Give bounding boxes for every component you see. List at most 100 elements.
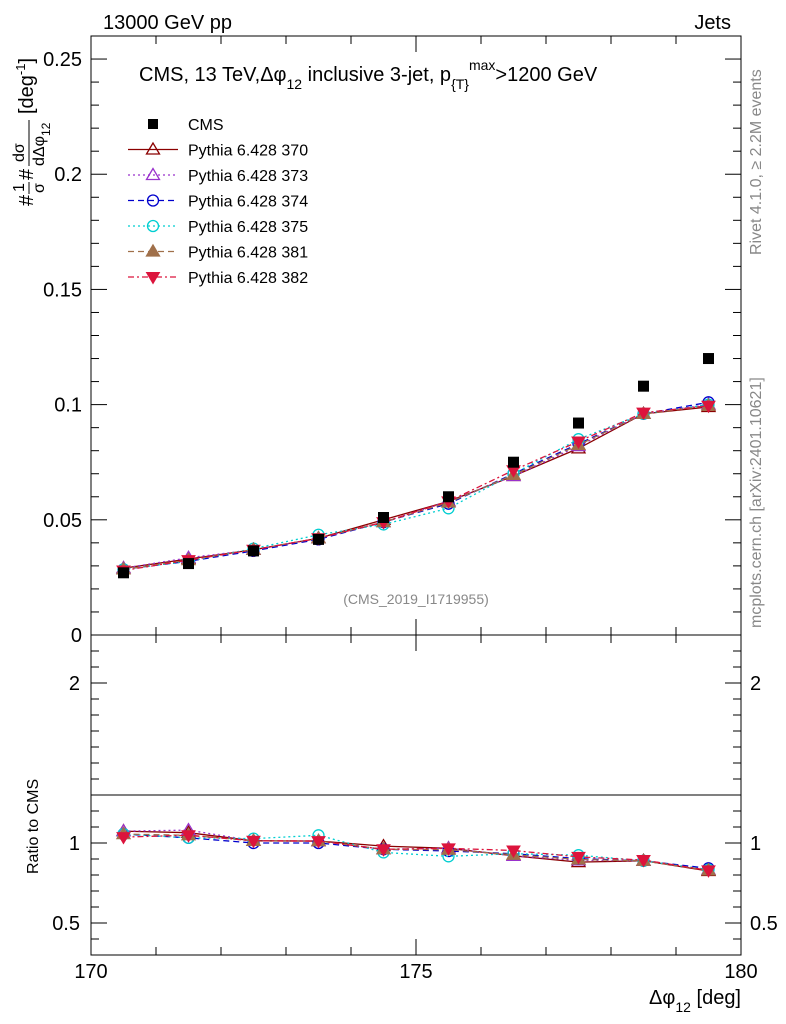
x-tick-label: 170 bbox=[74, 961, 107, 983]
ratio-point bbox=[376, 844, 391, 857]
title-part-c: inclusive 3-jet, p bbox=[302, 64, 451, 86]
series-pythia-6-428-381 bbox=[115, 397, 717, 575]
ratio-line bbox=[123, 834, 709, 871]
ratio-point bbox=[116, 832, 131, 845]
ylabel-dsigma: dσ bbox=[11, 143, 28, 162]
ratio-line bbox=[123, 830, 709, 872]
ratio-point bbox=[181, 830, 196, 843]
title-part-b-sub: 12 bbox=[287, 76, 303, 92]
xlabel-unit: [deg] bbox=[691, 987, 741, 1009]
y-tick-label-top: 0.05 bbox=[43, 510, 82, 532]
legend-entry-pythia-6-428-370: Pythia 6.428 370 bbox=[128, 141, 308, 160]
ylabel-one: 1 bbox=[11, 183, 28, 192]
ylabel-unit-close: ] bbox=[16, 58, 38, 64]
ratio-plot-series bbox=[115, 822, 717, 878]
series-pythia-6-428-375 bbox=[117, 398, 715, 576]
legend-marker bbox=[145, 272, 161, 285]
series-line bbox=[123, 401, 709, 570]
data-point bbox=[638, 380, 649, 392]
data-point bbox=[183, 558, 194, 570]
series-pythia-6-428-373 bbox=[115, 396, 717, 574]
ratio-pythia-6-428-382 bbox=[116, 830, 716, 878]
ylabel-dphi: dΔφ12 bbox=[31, 122, 53, 166]
series-cms bbox=[118, 353, 714, 579]
ratio-point bbox=[441, 843, 456, 856]
ratio-point bbox=[246, 835, 261, 849]
data-point bbox=[508, 456, 519, 468]
ratio-point bbox=[311, 836, 326, 849]
legend-label: Pythia 6.428 381 bbox=[188, 245, 308, 262]
ylabel-unit-sup: -1 bbox=[13, 64, 28, 76]
ratio-point bbox=[506, 845, 521, 858]
svg-text:#: # bbox=[16, 194, 38, 206]
x-tick-label: 180 bbox=[724, 961, 757, 983]
legend-entry-pythia-6-428-382: Pythia 6.428 382 bbox=[128, 270, 308, 287]
data-point bbox=[701, 400, 716, 414]
data-point bbox=[571, 436, 586, 449]
legend-entry-pythia-6-428-373: Pythia 6.428 373 bbox=[128, 167, 308, 185]
legend-marker bbox=[145, 243, 161, 257]
xlabel-text: Δφ bbox=[649, 987, 675, 1009]
main-plot-series bbox=[115, 353, 717, 579]
title-part-a: CMS, 13 TeV, bbox=[139, 64, 260, 86]
ratio-point bbox=[636, 855, 651, 868]
data-point bbox=[443, 491, 454, 503]
ylabel-sigma: σ bbox=[31, 183, 48, 193]
y-tick-label-top: 0.1 bbox=[54, 395, 82, 417]
legend-label: Pythia 6.428 375 bbox=[188, 219, 308, 236]
data-point bbox=[703, 353, 714, 365]
legend-marker bbox=[145, 141, 161, 155]
legend-entry-pythia-6-428-375: Pythia 6.428 375 bbox=[128, 219, 308, 236]
x-tick-label: 175 bbox=[399, 961, 432, 983]
legend-entry-pythia-6-428-381: Pythia 6.428 381 bbox=[128, 243, 308, 262]
x-axis-label: Δφ12 [deg] bbox=[649, 987, 741, 1015]
y-tick-label-bottom-right: 1 bbox=[750, 833, 761, 855]
series-line bbox=[123, 403, 709, 570]
series-line bbox=[123, 403, 709, 569]
y-tick-label-bottom: 0.5 bbox=[52, 913, 80, 935]
series-line bbox=[123, 405, 709, 570]
data-point bbox=[636, 407, 651, 421]
y-tick-label-bottom-right: 0.5 bbox=[750, 913, 778, 935]
chart-title: CMS, 13 TeV,Δφ12 inclusive 3-jet, p{T}ma… bbox=[139, 57, 598, 92]
series-pythia-6-428-382 bbox=[116, 400, 716, 578]
ylabel-dphi-sub: 12 bbox=[39, 122, 53, 136]
series-pythia-6-428-370 bbox=[115, 399, 717, 574]
xlabel-sub: 12 bbox=[675, 999, 691, 1015]
series-line bbox=[123, 405, 709, 572]
title-part-b: Δφ bbox=[260, 64, 286, 86]
legend-label: Pythia 6.428 382 bbox=[188, 270, 308, 287]
ylabel-unit-text: [deg bbox=[16, 75, 38, 114]
ratio-point bbox=[571, 851, 586, 865]
legend-entry-cms: CMS bbox=[148, 117, 224, 134]
y-tick-label-bottom: 1 bbox=[69, 833, 80, 855]
y-tick-label-top: 0.15 bbox=[43, 279, 82, 301]
data-point bbox=[378, 512, 389, 524]
ylabel-unit: [deg-1] bbox=[13, 58, 38, 114]
data-point bbox=[313, 533, 324, 545]
y-tick-label-bottom-right: 2 bbox=[750, 673, 761, 695]
title-part-c-sup: max bbox=[469, 57, 495, 73]
ratio-point bbox=[701, 865, 716, 878]
legend-label: Pythia 6.428 373 bbox=[188, 168, 308, 185]
axis-ticks bbox=[90, 35, 742, 956]
ratio-line bbox=[123, 833, 709, 869]
ylabel-hash1: # bbox=[16, 194, 38, 206]
legend-entry-pythia-6-428-374: Pythia 6.428 374 bbox=[128, 194, 308, 211]
legend-marker bbox=[146, 219, 160, 233]
y-tick-label-top: 0.25 bbox=[43, 49, 82, 71]
ylabel-hash2: # bbox=[16, 168, 38, 180]
y-axis-label-bottom: Ratio to CMS bbox=[25, 779, 42, 874]
rivet-version-label: Rivet 4.1.0, ≥ 2.2M events bbox=[748, 69, 765, 255]
legend-label: Pythia 6.428 374 bbox=[188, 194, 308, 211]
title-part-c-sub: {T} bbox=[451, 76, 469, 92]
legend-label: CMS bbox=[188, 117, 224, 134]
header-right: Jets bbox=[694, 12, 731, 34]
header-left: 13000 GeV pp bbox=[103, 12, 232, 34]
legend-marker bbox=[148, 119, 158, 129]
data-point bbox=[573, 417, 584, 429]
legend: CMS Pythia 6.428 370 Pythia 6.428 373 Pythi… bbox=[128, 117, 308, 287]
y-tick-label-top: 0 bbox=[71, 625, 82, 647]
